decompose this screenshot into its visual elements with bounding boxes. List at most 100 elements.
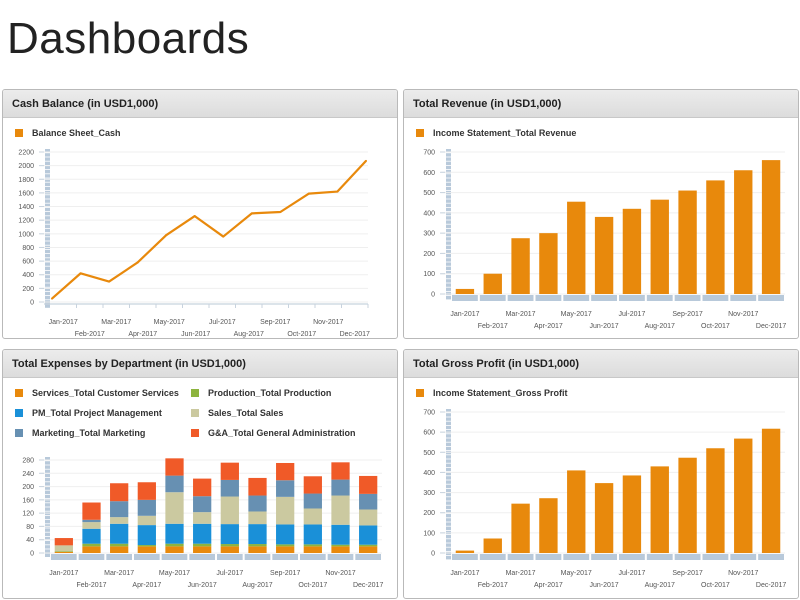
stacked-bar-segment [220,546,239,553]
legend-label: Income Statement_Gross Profit [433,388,568,398]
x-tick-label: Jun-2017 [188,582,217,589]
stacked-bar-segment [303,546,322,553]
y-axis-block [45,161,50,165]
bar [539,233,558,294]
y-axis-block [45,224,50,228]
y-tick-label: 1600 [18,190,34,197]
stacked-bar-segment [165,492,184,524]
x-tick-label: May-2017 [561,311,592,318]
x-axis-block [674,554,701,560]
y-tick-label: 400 [22,272,34,279]
x-axis-block [646,554,673,560]
y-axis-block [45,207,50,212]
x-axis-block [563,295,590,301]
y-axis-block [45,499,50,503]
y-axis-block [446,203,451,207]
y-axis-block [446,446,451,451]
x-tick-label: Jul-2017 [216,570,243,577]
total-expenses-chart: Services_Total Customer Services Producti… [15,388,383,589]
stacked-bar-segment [110,546,129,553]
stacked-bar-segment [82,546,101,553]
y-axis-block [45,203,50,207]
y-axis-block [446,535,451,539]
x-axis-block [702,554,729,560]
stacked-bar-segment [82,522,101,529]
y-axis-block [446,283,451,287]
x-tick-label: Oct-2017 [287,331,316,338]
y-axis-block [45,258,50,262]
x-axis-block [217,554,243,560]
x-axis-block [758,554,784,560]
x-axis-block [479,554,506,560]
x-axis-block [535,295,562,301]
y-axis-block [45,490,50,494]
x-tick-label: Mar-2017 [506,570,536,577]
x-axis-block [78,554,105,560]
y-axis-block [45,461,50,465]
y-axis-block [446,417,451,421]
y-tick-label: 500 [423,450,435,457]
y-axis-block [45,216,50,220]
stacked-bar-segment [82,519,101,523]
stacked-bar-segment [359,475,378,494]
x-tick-label: Feb-2017 [77,582,107,589]
y-tick-label: 160 [22,497,34,504]
x-axis-block [244,554,271,560]
stacked-bar-segment [220,462,239,480]
legend-swatch [15,409,23,417]
x-axis-block [300,554,326,560]
x-tick-label: Feb-2017 [75,331,105,338]
data-point [336,190,339,193]
x-tick-label: Jul-2017 [618,311,645,318]
stacked-bar-segment [137,499,156,516]
stacked-bar-segment [137,525,156,546]
y-axis-block [45,170,50,174]
bar [734,170,753,294]
x-axis-block [730,295,757,301]
y-tick-label: 700 [423,410,435,417]
y-axis-block [446,522,451,526]
data-point [365,159,367,162]
y-axis-block [45,478,50,482]
y-axis-block [45,549,50,553]
x-axis-block [619,295,645,301]
y-axis-block [446,476,451,480]
x-tick-label: Sep-2017 [672,311,702,318]
y-axis-block [45,233,50,237]
y-tick-label: 100 [423,271,435,278]
x-axis-block [452,554,478,560]
stacked-bar-segment [303,476,322,494]
bar [567,470,586,553]
stacked-bar-segment [276,544,295,547]
y-axis-block [45,199,50,203]
y-tick-label: 700 [423,150,435,157]
legend-label: Production_Total Production [208,388,331,398]
y-tick-label: 40 [26,537,34,544]
bar [455,550,475,553]
legend-label: Sales_Total Sales [208,408,283,418]
stacked-bar-segment [137,545,156,547]
x-tick-label: Dec-2017 [340,331,370,338]
y-axis-block [446,195,451,199]
y-axis-block [446,543,451,547]
y-tick-label: 200 [423,251,435,258]
y-axis-block [446,216,451,220]
x-tick-label: Apr-2017 [128,331,157,338]
y-tick-label: 2200 [18,150,34,157]
x-axis-block [272,554,298,560]
x-axis-block [507,295,534,301]
y-axis-block [45,515,50,520]
stacked-bar-segment [248,544,267,547]
stacked-bar-segment [359,493,378,510]
stacked-bar-segment [331,495,350,525]
stacked-bar-segment [303,524,322,545]
y-axis-block [446,228,451,233]
stacked-bar-segment [248,546,267,553]
y-axis-block [45,228,50,233]
y-tick-label: 400 [423,470,435,477]
x-tick-label: Nov-2017 [325,570,355,577]
y-axis-block [446,161,451,165]
legend-label: Balance Sheet_Cash [32,128,121,138]
y-axis-block [45,296,50,300]
y-axis-block [446,157,451,161]
